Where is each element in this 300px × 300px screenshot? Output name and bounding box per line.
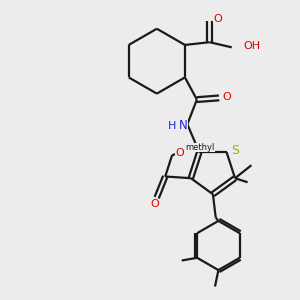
Text: O: O <box>151 200 159 209</box>
Text: methyl: methyl <box>185 143 215 152</box>
Text: O: O <box>222 92 231 102</box>
Text: S: S <box>231 144 239 157</box>
Text: O: O <box>214 14 223 24</box>
Text: N: N <box>179 119 188 132</box>
Text: H: H <box>168 121 176 131</box>
Text: OH: OH <box>244 40 261 51</box>
Text: O: O <box>175 148 184 158</box>
